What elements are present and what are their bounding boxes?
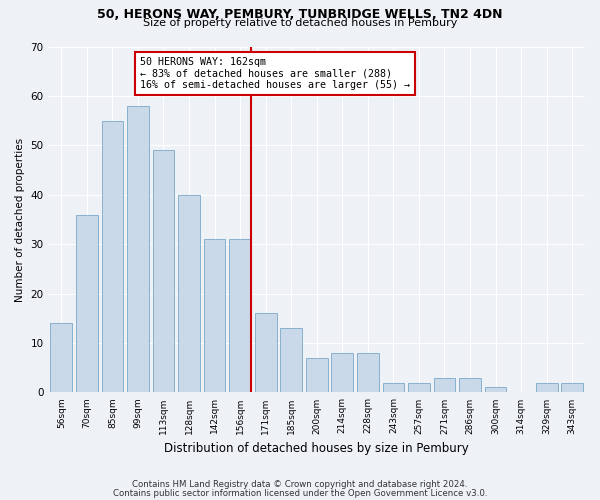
Bar — [152, 150, 175, 392]
Bar — [562, 382, 583, 392]
Text: Contains public sector information licensed under the Open Government Licence v3: Contains public sector information licen… — [113, 488, 487, 498]
Bar — [127, 106, 149, 393]
Bar — [331, 353, 353, 393]
Text: Contains HM Land Registry data © Crown copyright and database right 2024.: Contains HM Land Registry data © Crown c… — [132, 480, 468, 489]
X-axis label: Distribution of detached houses by size in Pembury: Distribution of detached houses by size … — [164, 442, 469, 455]
Bar — [383, 382, 404, 392]
Bar — [255, 314, 277, 392]
Bar — [357, 353, 379, 393]
Text: Size of property relative to detached houses in Pembury: Size of property relative to detached ho… — [143, 18, 457, 28]
Bar — [280, 328, 302, 392]
Text: 50 HERONS WAY: 162sqm
← 83% of detached houses are smaller (288)
16% of semi-det: 50 HERONS WAY: 162sqm ← 83% of detached … — [140, 57, 410, 90]
Bar — [204, 239, 226, 392]
Bar — [306, 358, 328, 392]
Bar — [178, 195, 200, 392]
Text: 50, HERONS WAY, PEMBURY, TUNBRIDGE WELLS, TN2 4DN: 50, HERONS WAY, PEMBURY, TUNBRIDGE WELLS… — [97, 8, 503, 20]
Y-axis label: Number of detached properties: Number of detached properties — [15, 138, 25, 302]
Bar — [408, 382, 430, 392]
Bar — [50, 323, 72, 392]
Bar — [459, 378, 481, 392]
Bar — [229, 239, 251, 392]
Bar — [485, 388, 506, 392]
Bar — [434, 378, 455, 392]
Bar — [76, 214, 98, 392]
Bar — [536, 382, 557, 392]
Bar — [101, 120, 123, 392]
